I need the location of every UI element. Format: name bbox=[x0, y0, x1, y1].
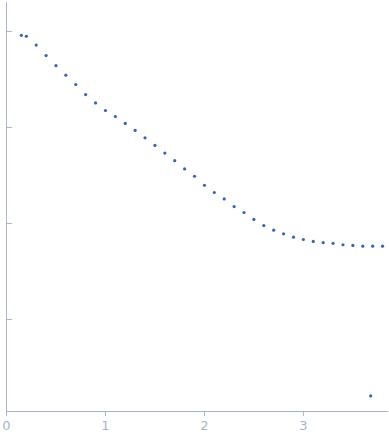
svg-text:2: 2 bbox=[200, 418, 208, 433]
svg-text:3: 3 bbox=[299, 418, 307, 433]
svg-text:1: 1 bbox=[101, 418, 109, 433]
svg-text:0: 0 bbox=[2, 418, 10, 433]
